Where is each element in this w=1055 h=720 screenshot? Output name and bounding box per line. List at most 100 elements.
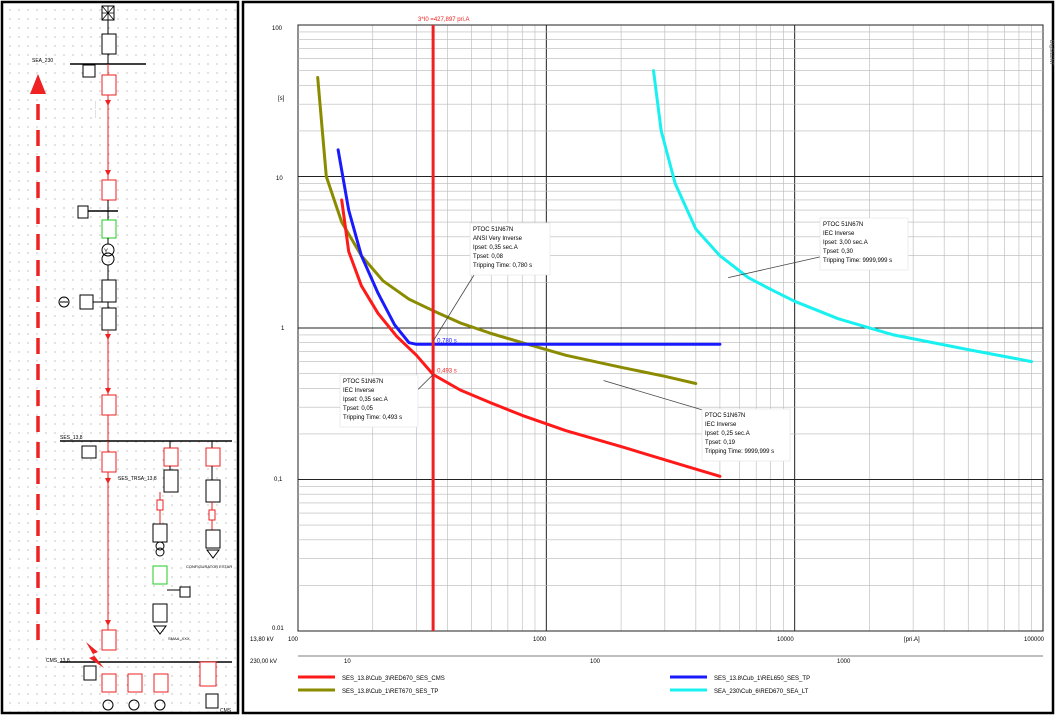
annotation-leader: [603, 380, 707, 412]
motor-3: [154, 699, 166, 711]
breaker-green-top[interactable]: [101, 219, 117, 239]
series-layer: [316, 25, 1034, 631]
cms-load[interactable]: [205, 693, 219, 709]
annotation-line: Ipset: 0,25 sec.A: [705, 431, 750, 437]
annotation-line: Tpset: 0,08: [473, 254, 504, 260]
point-label: 0,493 s: [437, 369, 457, 375]
single-line-diagram-panel: SEA_230 —— —— Y SES_13,8: [0, 0, 240, 715]
x2-tick-10: 10: [344, 659, 351, 665]
annotation-line: Tpset: 0,30: [823, 249, 854, 255]
breaker-trsa[interactable]: [163, 447, 179, 467]
watermark: DIgSILENT: [1048, 40, 1054, 65]
annotation-line: PTOC 51N67N: [473, 227, 513, 233]
tag-configurator: CONFIGURATOR ESTAR: [186, 564, 232, 569]
aux-device[interactable]: [79, 294, 94, 310]
x-tick-100000: 100000: [1024, 637, 1045, 643]
bus-230-device[interactable]: [82, 64, 96, 78]
top-breaker[interactable]: [101, 33, 117, 55]
breaker-ses-inc[interactable]: [101, 394, 117, 416]
point-label: 0,780 s: [437, 338, 457, 344]
annotation-line: PTOC 51N67N: [343, 379, 383, 385]
x-tick-100: 100: [288, 637, 299, 643]
breaker-sea-lt[interactable]: [101, 74, 117, 96]
svg-text:Y: Y: [104, 249, 108, 255]
tag-trsa: SES_TRSA_13,8: [118, 476, 157, 482]
annotation-line: Tripping Time: 9999,999 s: [705, 449, 774, 455]
breaker-lv-2[interactable]: [101, 307, 117, 331]
breaker-cms-inc[interactable]: [101, 629, 117, 651]
legend-label-cms: SES_13.8\Cub_3\RED670_SES_CMS: [342, 676, 445, 682]
cms-feeder-4[interactable]: [199, 661, 217, 687]
annotation-line: IEC Inverse: [823, 231, 855, 237]
bus-label-230: SEA_230: [32, 58, 53, 64]
cms-bus-device[interactable]: [83, 665, 97, 681]
bus-ses-230-device[interactable]: [77, 205, 89, 219]
plot-grid: [297, 24, 1044, 632]
legend-label-rel-tp: SES_13.8\Cub_1\REL650_SES_TP: [714, 676, 810, 682]
breaker-ses-tp[interactable]: [101, 179, 117, 201]
setting-annotation: PTOC 51N67N IEC Inverse Ipset: 0,35 sec.A T…: [339, 374, 434, 428]
fault-lightning-icon: [86, 642, 104, 668]
cms-feeder-3[interactable]: [153, 673, 169, 693]
y-tick-1: 1: [281, 326, 285, 332]
x-ref-kv: 13,80 kV: [250, 637, 274, 643]
annotation-box: [339, 374, 419, 428]
series-curve-3[interactable]: [652, 69, 1034, 364]
annotation-line: Tpset: 0,05: [343, 406, 374, 412]
legend-label-ret-tp: SES_13.8\Cub_1\RET670_SES_TP: [342, 689, 438, 695]
legend: SES_13.8\Cub_3\RED670_SES_CMS SES_13.8\C…: [298, 675, 810, 695]
breaker-lv-tp[interactable]: [101, 279, 117, 303]
setting-annotation: PTOC 51N67N IEC Inverse Ipset: 0,25 sec.A T…: [603, 380, 791, 462]
breaker-mid[interactable]: [152, 523, 168, 543]
breaker-feeder-right[interactable]: [205, 447, 221, 467]
motor-2: [128, 699, 140, 711]
series-curve-1[interactable]: [336, 148, 722, 346]
load-right[interactable]: [205, 529, 221, 549]
annotation-line: Tripping Time: 9999,999 s: [823, 258, 892, 264]
annotation-line: PTOC 51N67N: [705, 413, 745, 419]
y-tick-100: 100: [272, 26, 283, 32]
annotation-box: [701, 408, 791, 462]
cms-feeder-1[interactable]: [101, 673, 117, 693]
grid-source-hatch: [101, 5, 115, 21]
annotation-line: Ipset: 3,00 sec.A: [823, 240, 868, 246]
y-tick-0-1: 0,1: [274, 477, 283, 483]
sld-frame: [0, 0, 240, 715]
annotation-box: [819, 217, 909, 271]
breaker-trsa-2[interactable]: [163, 469, 179, 493]
annotation-line: PTOC 51N67N: [823, 222, 863, 228]
setting-annotation: PTOC 51N67N IEC Inverse Ipset: 3,00 sec.A T…: [728, 217, 909, 279]
annotation-line: Tripping Time: 0,780 s: [473, 263, 532, 269]
fault-current-label: 3*I0 =427,897 pri.A: [418, 17, 470, 23]
motor-1: [102, 699, 114, 711]
fuse-right: [208, 509, 216, 521]
tag-cms: CMS: [220, 708, 232, 714]
svg-text:—— ——: —— ——: [92, 101, 97, 118]
x-tick-1000: 1000: [533, 637, 547, 643]
breaker-ses-cms[interactable]: [101, 451, 117, 473]
annotation-line: Tpset: 0,19: [705, 440, 736, 446]
x2-ref-kv: 230,00 kV: [250, 659, 277, 665]
mid-aux[interactable]: [179, 586, 191, 598]
breaker-feeder-right-2[interactable]: [205, 479, 221, 503]
ses-bus-device[interactable]: [81, 445, 97, 459]
annotation-layer: 0,780 s 0,493 s PTOC 51N67N ANSI Very Inver…: [339, 217, 909, 462]
breaker-mid-lv[interactable]: [152, 603, 168, 623]
legend-label-sea-lt: SEA_230\Cub_6\RED670_SEA_LT: [714, 689, 809, 695]
annotation-line: IEC Inverse: [705, 422, 737, 428]
bus-label-ses: SES_13,8: [60, 435, 83, 441]
setting-annotation: PTOC 51N67N ANSI Very Inverse Ipset: 0,35 …: [432, 222, 551, 342]
annotation-box: [469, 222, 551, 276]
transformer-primary[interactable]: [101, 243, 115, 257]
arrow-head-icon: [30, 74, 46, 94]
series-curve-0[interactable]: [340, 198, 722, 478]
annotation-leader: [728, 255, 825, 279]
x-unit: [pri.A]: [904, 637, 920, 643]
tcc-chart-panel: 0,780 s 0,493 s PTOC 51N67N ANSI Very Inver…: [241, 0, 1055, 715]
cms-feeder-2[interactable]: [127, 673, 143, 693]
breaker-green-mid[interactable]: [152, 565, 168, 585]
y-unit: [s]: [278, 96, 285, 102]
annotation-line: Ipset: 0,35 sec.A: [473, 245, 518, 251]
x2-tick-1000: 1000: [837, 659, 851, 665]
